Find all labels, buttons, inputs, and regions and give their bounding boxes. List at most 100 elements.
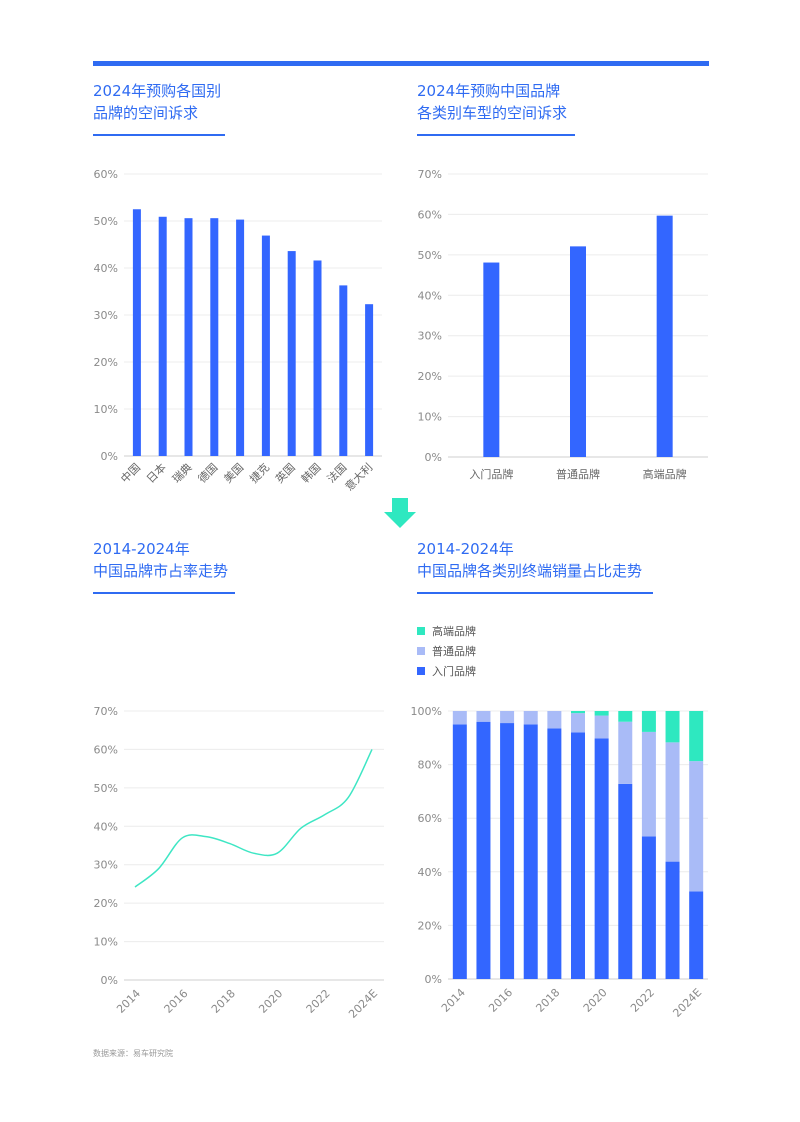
chart4-title-line2: 中国品牌各类别终端销量占比走势 (417, 562, 643, 580)
c4-bar-segment (689, 711, 704, 762)
c2-ytick: 70% (418, 168, 442, 181)
c2-category-label: 普通品牌 (556, 467, 600, 481)
c4-bar-segment (523, 724, 538, 979)
c4-bar-segment (641, 731, 656, 837)
c3-series-line (134, 749, 373, 888)
c4-bar-segment (618, 783, 633, 979)
c3-xtick: 2018 (209, 987, 238, 1016)
c4-bar-segment (523, 711, 538, 725)
arrow-shape (384, 498, 416, 528)
c4-legend-swatch (417, 627, 425, 635)
down-arrow-icon (384, 498, 416, 528)
c4-bar-segment (618, 721, 633, 784)
c2-ytick: 10% (418, 411, 442, 424)
c1-bar (210, 218, 219, 456)
chart-china-brand-tiers: 0% 10% 20% 30% 40% 50% 60% 70% 入门品牌 普通品牌 高端品牌 (418, 168, 708, 481)
chart4-title-line1: 2014-2024年 (417, 540, 514, 558)
c1-bar (287, 251, 296, 456)
c4-bar-segment (571, 713, 585, 733)
c2-ytick: 60% (418, 208, 442, 221)
c4-bar-segment (452, 711, 467, 725)
c4-bar-segment (665, 742, 680, 862)
top-accent-bar (93, 61, 709, 66)
c1-bar (158, 216, 167, 456)
chart3-title-line1: 2014-2024年 (93, 540, 190, 558)
chart1-title-rule (93, 134, 225, 136)
c4-xtick: 2014 (439, 986, 468, 1015)
c2-ytick: 30% (418, 330, 442, 343)
c4-xtick: 2018 (533, 986, 562, 1015)
c4-bar-segment (594, 715, 609, 739)
c4-bar-segment (594, 711, 609, 716)
c2-ytick: 50% (418, 249, 442, 262)
c1-ytick: 30% (94, 309, 118, 322)
c2-ytick: 40% (418, 289, 442, 302)
c4-bar-segment (571, 711, 585, 714)
c4-ytick: 60% (418, 812, 442, 825)
c3-xtick: 2016 (162, 987, 191, 1016)
c1-ytick: 0% (101, 450, 118, 463)
chart2-title: 2024年预购中国品牌 各类别车型的空间诉求 (417, 80, 567, 124)
c3-ytick: 20% (94, 897, 118, 910)
c3-xtick: 2022 (304, 987, 333, 1016)
c1-bar (236, 219, 245, 456)
c1-ytick: 40% (94, 262, 118, 275)
c2-bar (570, 246, 586, 457)
c4-xtick: 2022 (628, 986, 657, 1015)
chart3-title: 2014-2024年 中国品牌市占率走势 (93, 538, 228, 582)
chart2-title-rule (417, 134, 575, 136)
c1-category-label: 日本 (143, 460, 168, 485)
c4-bar-segment (571, 732, 585, 979)
c1-bar (184, 218, 193, 456)
c4-bar-segment (641, 711, 656, 732)
c4-bar-segment (665, 711, 680, 743)
c2-ytick: 0% (425, 451, 442, 464)
c2-bar (656, 215, 673, 457)
c1-category-label: 韩国 (298, 460, 323, 485)
c3-ytick: 30% (94, 859, 118, 872)
c1-ytick: 50% (94, 215, 118, 228)
c2-category-label: 高端品牌 (643, 467, 687, 481)
c4-bar-segment (547, 728, 562, 979)
c2-bar (483, 262, 500, 457)
c4-ytick: 0% (425, 973, 442, 986)
c3-xtick: 2014 (114, 987, 143, 1016)
c1-bar (365, 304, 374, 456)
chart-tier-share-stacked: 0% 20% 40% 60% 80% 100% 2014 2016 2018 2020 2022 20… (411, 624, 708, 1020)
c4-xtick: 2016 (486, 986, 515, 1015)
chart2-title-line1: 2024年预购中国品牌 (417, 82, 561, 100)
c3-ytick: 50% (94, 782, 118, 795)
c1-category-label: 瑞典 (169, 460, 194, 485)
c4-ytick: 20% (418, 919, 442, 932)
c3-ytick: 0% (101, 974, 118, 987)
c4-bar-segment (476, 721, 491, 979)
c1-category-label: 美国 (221, 461, 246, 486)
c4-legend-label: 入门品牌 (432, 664, 476, 678)
c4-bar-segment (618, 711, 633, 722)
chart2-title-line2: 各类别车型的空间诉求 (417, 104, 568, 122)
chart4-title: 2014-2024年 中国品牌各类别终端销量占比走势 (417, 538, 642, 582)
c1-category-label: 捷克 (247, 460, 272, 485)
c1-category-label: 意大利 (342, 460, 375, 493)
c4-bar-segment (476, 711, 491, 722)
c1-category-label: 中国 (118, 461, 143, 486)
chart4-title-rule (417, 592, 653, 594)
c4-bar-segment (594, 738, 609, 979)
c4-bar-segment (641, 836, 656, 979)
c1-ytick: 60% (94, 168, 118, 181)
c4-legend-label: 普通品牌 (432, 644, 476, 658)
c2-ytick: 20% (418, 370, 442, 383)
c1-bar (132, 209, 141, 456)
c2-category-label: 入门品牌 (469, 467, 513, 481)
c4-ytick: 40% (418, 866, 442, 879)
c4-bar-segment (665, 861, 680, 979)
c1-ytick: 10% (94, 403, 118, 416)
chart1-title-line1: 2024年预购各国别 (93, 82, 222, 100)
c4-bar-segment (689, 891, 704, 979)
c1-category-label: 英国 (272, 460, 297, 485)
c3-ytick: 60% (94, 743, 118, 756)
c4-legend-swatch (417, 647, 425, 655)
chart1-title-line2: 品牌的空间诉求 (93, 104, 199, 122)
data-source-note: 数据来源：易车研究院 (93, 1049, 173, 1058)
c4-legend-label: 高端品牌 (432, 624, 476, 638)
